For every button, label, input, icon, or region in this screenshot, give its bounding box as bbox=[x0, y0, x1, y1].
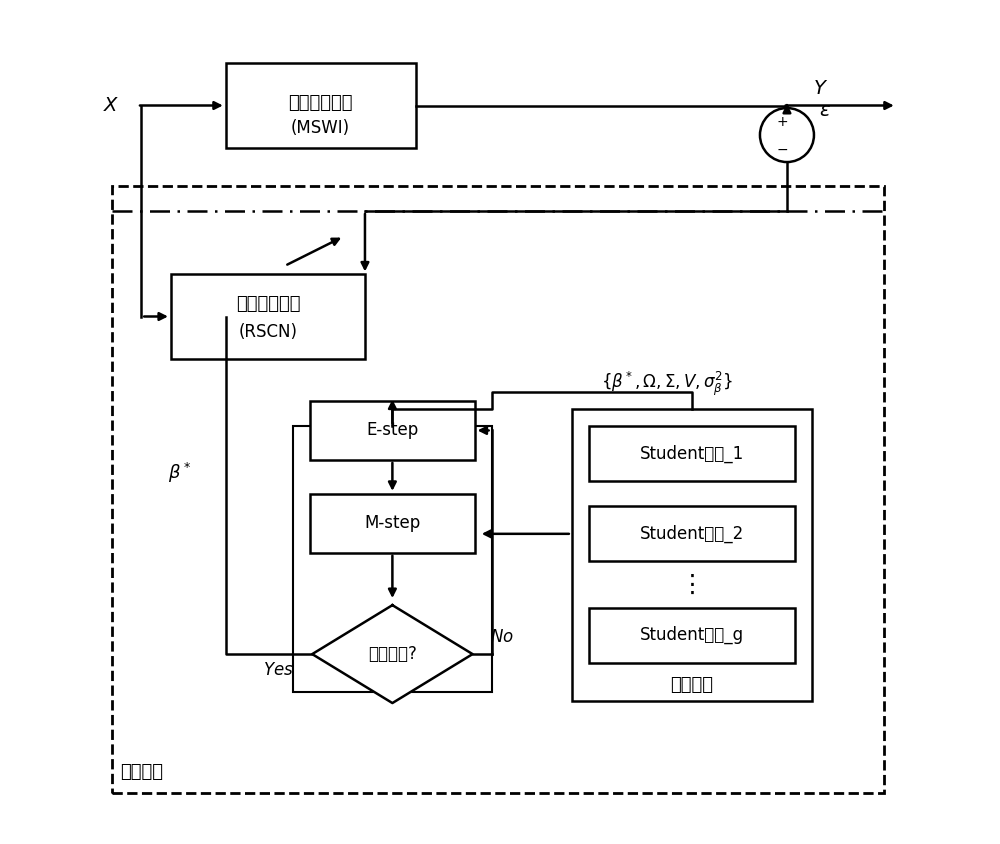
FancyBboxPatch shape bbox=[310, 494, 475, 553]
Text: 垃圾焚烧过程: 垃圾焚烧过程 bbox=[288, 94, 353, 112]
Text: $No$: $No$ bbox=[490, 629, 514, 646]
Text: 终止条件?: 终止条件? bbox=[368, 645, 417, 663]
Text: 训练过程: 训练过程 bbox=[120, 763, 163, 782]
Text: Student分布_1: Student分布_1 bbox=[640, 445, 744, 463]
Text: 温度预报模型: 温度预报模型 bbox=[236, 295, 300, 313]
Text: $X$: $X$ bbox=[103, 96, 120, 115]
Text: Student分布_g: Student分布_g bbox=[640, 626, 744, 644]
Text: −: − bbox=[777, 143, 789, 157]
FancyBboxPatch shape bbox=[572, 409, 812, 701]
Text: $Y$: $Y$ bbox=[813, 79, 828, 98]
FancyBboxPatch shape bbox=[310, 401, 475, 460]
FancyBboxPatch shape bbox=[589, 426, 795, 481]
Text: ⋮: ⋮ bbox=[680, 572, 705, 597]
FancyBboxPatch shape bbox=[589, 608, 795, 663]
Text: Student分布_2: Student分布_2 bbox=[640, 525, 744, 543]
Text: M-step: M-step bbox=[364, 514, 421, 533]
Text: +: + bbox=[777, 116, 789, 129]
FancyBboxPatch shape bbox=[293, 426, 492, 692]
Text: $\varepsilon$: $\varepsilon$ bbox=[819, 102, 831, 121]
Text: $\{\beta^*,\Omega,\Sigma,V,\sigma_{\beta}^2\}$: $\{\beta^*,\Omega,\Sigma,V,\sigma_{\beta… bbox=[601, 370, 733, 398]
FancyBboxPatch shape bbox=[171, 274, 365, 359]
Text: (RSCN): (RSCN) bbox=[238, 322, 297, 341]
Text: $\beta^*$: $\beta^*$ bbox=[168, 461, 191, 484]
FancyBboxPatch shape bbox=[589, 506, 795, 561]
Text: (MSWI): (MSWI) bbox=[291, 119, 350, 138]
Text: E-step: E-step bbox=[366, 421, 419, 440]
Text: $Yes$: $Yes$ bbox=[263, 663, 294, 679]
FancyBboxPatch shape bbox=[226, 63, 416, 148]
Bar bbox=[112, 186, 884, 793]
Text: 混合分布: 混合分布 bbox=[671, 676, 714, 695]
Polygon shape bbox=[312, 605, 473, 703]
